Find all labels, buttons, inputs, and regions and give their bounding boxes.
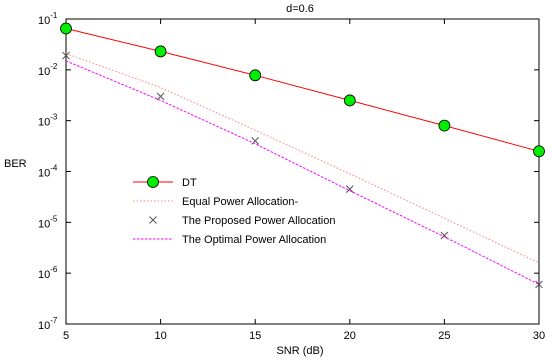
series-point-2 [345, 185, 354, 193]
x-tick-label: 30 [533, 330, 545, 342]
legend-label: The Optimal Power Allocation [182, 234, 326, 246]
y-tick-label: 10-7 [38, 316, 58, 332]
y-tick-base: 10 [38, 218, 50, 230]
series-line-0 [65, 28, 540, 152]
series-point-2 [156, 92, 165, 101]
legend: DT Equal Power Allocation- The Proposed Po… [133, 176, 335, 246]
y-tick-base: 10 [38, 15, 50, 27]
x-marker-stroke [62, 51, 70, 60]
x-tick-label: 5 [63, 330, 69, 342]
series-layer [60, 22, 545, 289]
y-tick-base: 10 [38, 269, 50, 281]
x-tick-label: 10 [154, 330, 166, 342]
y-tick-label: 10-4 [38, 164, 58, 180]
legend-label: The Proposed Power Allocation [182, 215, 335, 227]
legend-label: DT [182, 177, 197, 189]
plot-frame [65, 18, 540, 325]
series-point-0 [438, 119, 451, 132]
y-tick-exponent: -4 [50, 164, 58, 173]
x-tick-label: 20 [344, 330, 356, 342]
legend-swatch-marker [147, 176, 159, 188]
y-tick-exponent: -3 [50, 113, 58, 122]
y-tick-label: 10-1 [38, 11, 58, 27]
y-tick-label: 10-6 [38, 265, 58, 281]
series-point-2 [440, 231, 449, 240]
series-point-2 [62, 51, 70, 60]
x-marker-stroke [345, 185, 354, 193]
series-point-0 [343, 94, 356, 107]
series-point-0 [154, 45, 167, 58]
y-tick-exponent: -7 [50, 316, 58, 325]
x-tick-label: 15 [249, 330, 261, 342]
x-marker-stroke [535, 280, 543, 289]
x-axis-ticks: 5 10 15 20 25 30 [63, 19, 545, 342]
x-marker-stroke [156, 92, 165, 101]
y-tick-base: 10 [38, 66, 50, 78]
series-point-2 [535, 280, 543, 289]
series-line-3 [65, 60, 540, 285]
y-tick-base: 10 [38, 168, 50, 180]
y-tick-exponent: -1 [50, 11, 58, 20]
y-tick-exponent: -5 [50, 214, 58, 223]
series-point-0 [533, 145, 545, 158]
series-line-1 [65, 53, 540, 264]
y-tick-label: 10-2 [38, 62, 58, 78]
series-point-0 [249, 69, 262, 82]
legend-label: Equal Power Allocation- [182, 196, 299, 208]
legend-swatch-marker [149, 216, 157, 224]
y-tick-label: 10-5 [38, 214, 58, 230]
chart-title: d=0.6 [286, 3, 314, 15]
x-marker-stroke [440, 231, 449, 240]
y-tick-label: 10-3 [38, 113, 58, 129]
series-point-0 [60, 22, 72, 35]
x-tick-label: 25 [438, 330, 450, 342]
y-axis-label: BER [4, 158, 27, 170]
y-axis-ticks: 10-710-610-510-410-310-210-1 [38, 11, 539, 332]
y-tick-base: 10 [38, 320, 50, 332]
y-tick-base: 10 [38, 117, 50, 129]
x-axis-label: SNR (dB) [276, 345, 323, 357]
y-tick-exponent: -2 [50, 62, 58, 71]
y-tick-exponent: -6 [50, 265, 58, 274]
